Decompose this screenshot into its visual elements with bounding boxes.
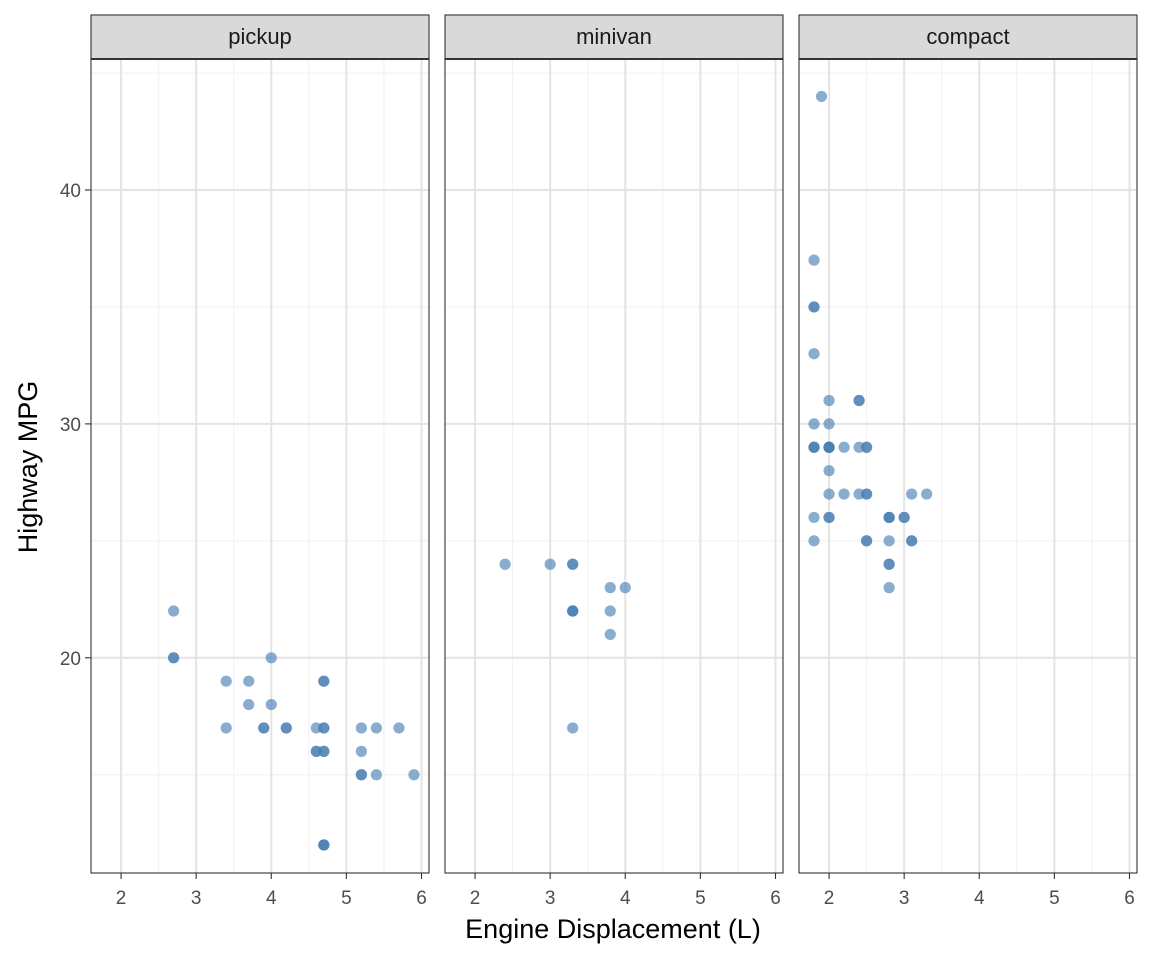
data-point: [861, 535, 873, 547]
data-point: [499, 558, 511, 570]
x-tick-label: 2: [116, 888, 127, 909]
data-point: [604, 628, 616, 641]
plot-background: [445, 59, 783, 873]
x-tick-label: 2: [824, 888, 835, 909]
data-point: [355, 745, 367, 757]
data-point: [883, 558, 895, 570]
data-point: [823, 441, 835, 453]
data-point: [318, 675, 330, 687]
strip-label-minivan: minivan: [576, 24, 652, 49]
data-point: [258, 722, 270, 734]
data-point: [883, 582, 895, 594]
data-point: [318, 722, 330, 734]
data-point: [604, 605, 616, 617]
data-point: [823, 465, 835, 477]
data-point: [355, 769, 367, 781]
data-point: [883, 535, 895, 547]
strip-pickup: [90, 14, 430, 60]
data-point: [370, 769, 383, 781]
panel-pickup: pickup 2 3 4 5 6: [90, 14, 430, 909]
y-axis-title: Highway MPG: [13, 381, 43, 554]
data-point: [808, 254, 820, 266]
data-point: [883, 511, 895, 524]
x-tick-label: 3: [545, 888, 556, 909]
data-point: [823, 418, 835, 430]
strip-label-pickup: pickup: [228, 24, 292, 49]
data-point: [808, 535, 820, 547]
y-tick-label: 40: [60, 181, 81, 202]
data-point: [355, 722, 367, 734]
y-axis: 20 30 40: [60, 181, 91, 670]
strip-label-compact: compact: [926, 24, 1009, 49]
plot-background: [91, 59, 429, 873]
data-point: [838, 488, 850, 500]
data-point: [567, 722, 579, 734]
x-tick-label: 5: [341, 888, 352, 909]
data-point: [808, 301, 820, 313]
y-tick-label: 20: [60, 649, 81, 670]
plot-background: [799, 59, 1137, 873]
panel-compact: compact 2 3 4 5 6: [798, 14, 1138, 909]
data-point: [393, 722, 405, 734]
data-point: [604, 582, 616, 594]
data-point: [408, 769, 420, 781]
data-point: [823, 394, 835, 407]
data-point: [544, 558, 556, 570]
data-point: [906, 535, 918, 547]
x-tick-label: 4: [974, 888, 985, 909]
data-point: [808, 418, 820, 430]
data-point: [906, 488, 918, 500]
data-point: [921, 488, 933, 500]
data-point: [808, 348, 820, 360]
data-point: [168, 652, 180, 664]
data-point: [853, 441, 865, 453]
x-tick-label: 4: [620, 888, 631, 909]
strip-minivan: [444, 14, 784, 60]
data-point: [823, 488, 835, 500]
data-point: [265, 652, 277, 664]
data-point: [243, 698, 255, 711]
data-point: [318, 745, 330, 757]
facet-panels: pickup 2 3 4 5 6 minivan 2 3 4 5 6 compact 2 3 4 5 6: [90, 14, 1138, 909]
x-tick-label: 2: [470, 888, 481, 909]
panel-minivan: minivan 2 3 4 5 6: [444, 14, 784, 909]
data-point: [220, 675, 232, 687]
data-point: [853, 488, 865, 500]
data-point: [168, 605, 180, 617]
data-point: [898, 511, 910, 524]
x-tick-label: 4: [266, 888, 277, 909]
data-point: [243, 675, 255, 687]
data-point: [619, 582, 631, 594]
data-point: [370, 722, 383, 734]
data-point: [808, 511, 820, 524]
x-tick-label: 3: [899, 888, 910, 909]
x-tick-label: 6: [770, 888, 781, 909]
x-tick-label: 5: [695, 888, 706, 909]
data-point: [265, 698, 277, 711]
data-point: [823, 511, 835, 524]
y-tick-label: 30: [60, 415, 81, 436]
data-point: [838, 441, 850, 453]
x-tick-label: 6: [416, 888, 427, 909]
data-point: [567, 605, 579, 617]
data-point: [815, 90, 828, 103]
x-tick-label: 5: [1049, 888, 1060, 909]
x-axis-title: Engine Displacement (L): [465, 914, 761, 944]
x-tick-label: 6: [1124, 888, 1135, 909]
data-point: [853, 394, 865, 407]
data-point: [567, 558, 579, 570]
data-point: [220, 722, 232, 734]
data-point: [318, 839, 330, 851]
data-point: [280, 722, 292, 734]
data-point: [808, 441, 820, 453]
x-tick-label: 3: [191, 888, 202, 909]
